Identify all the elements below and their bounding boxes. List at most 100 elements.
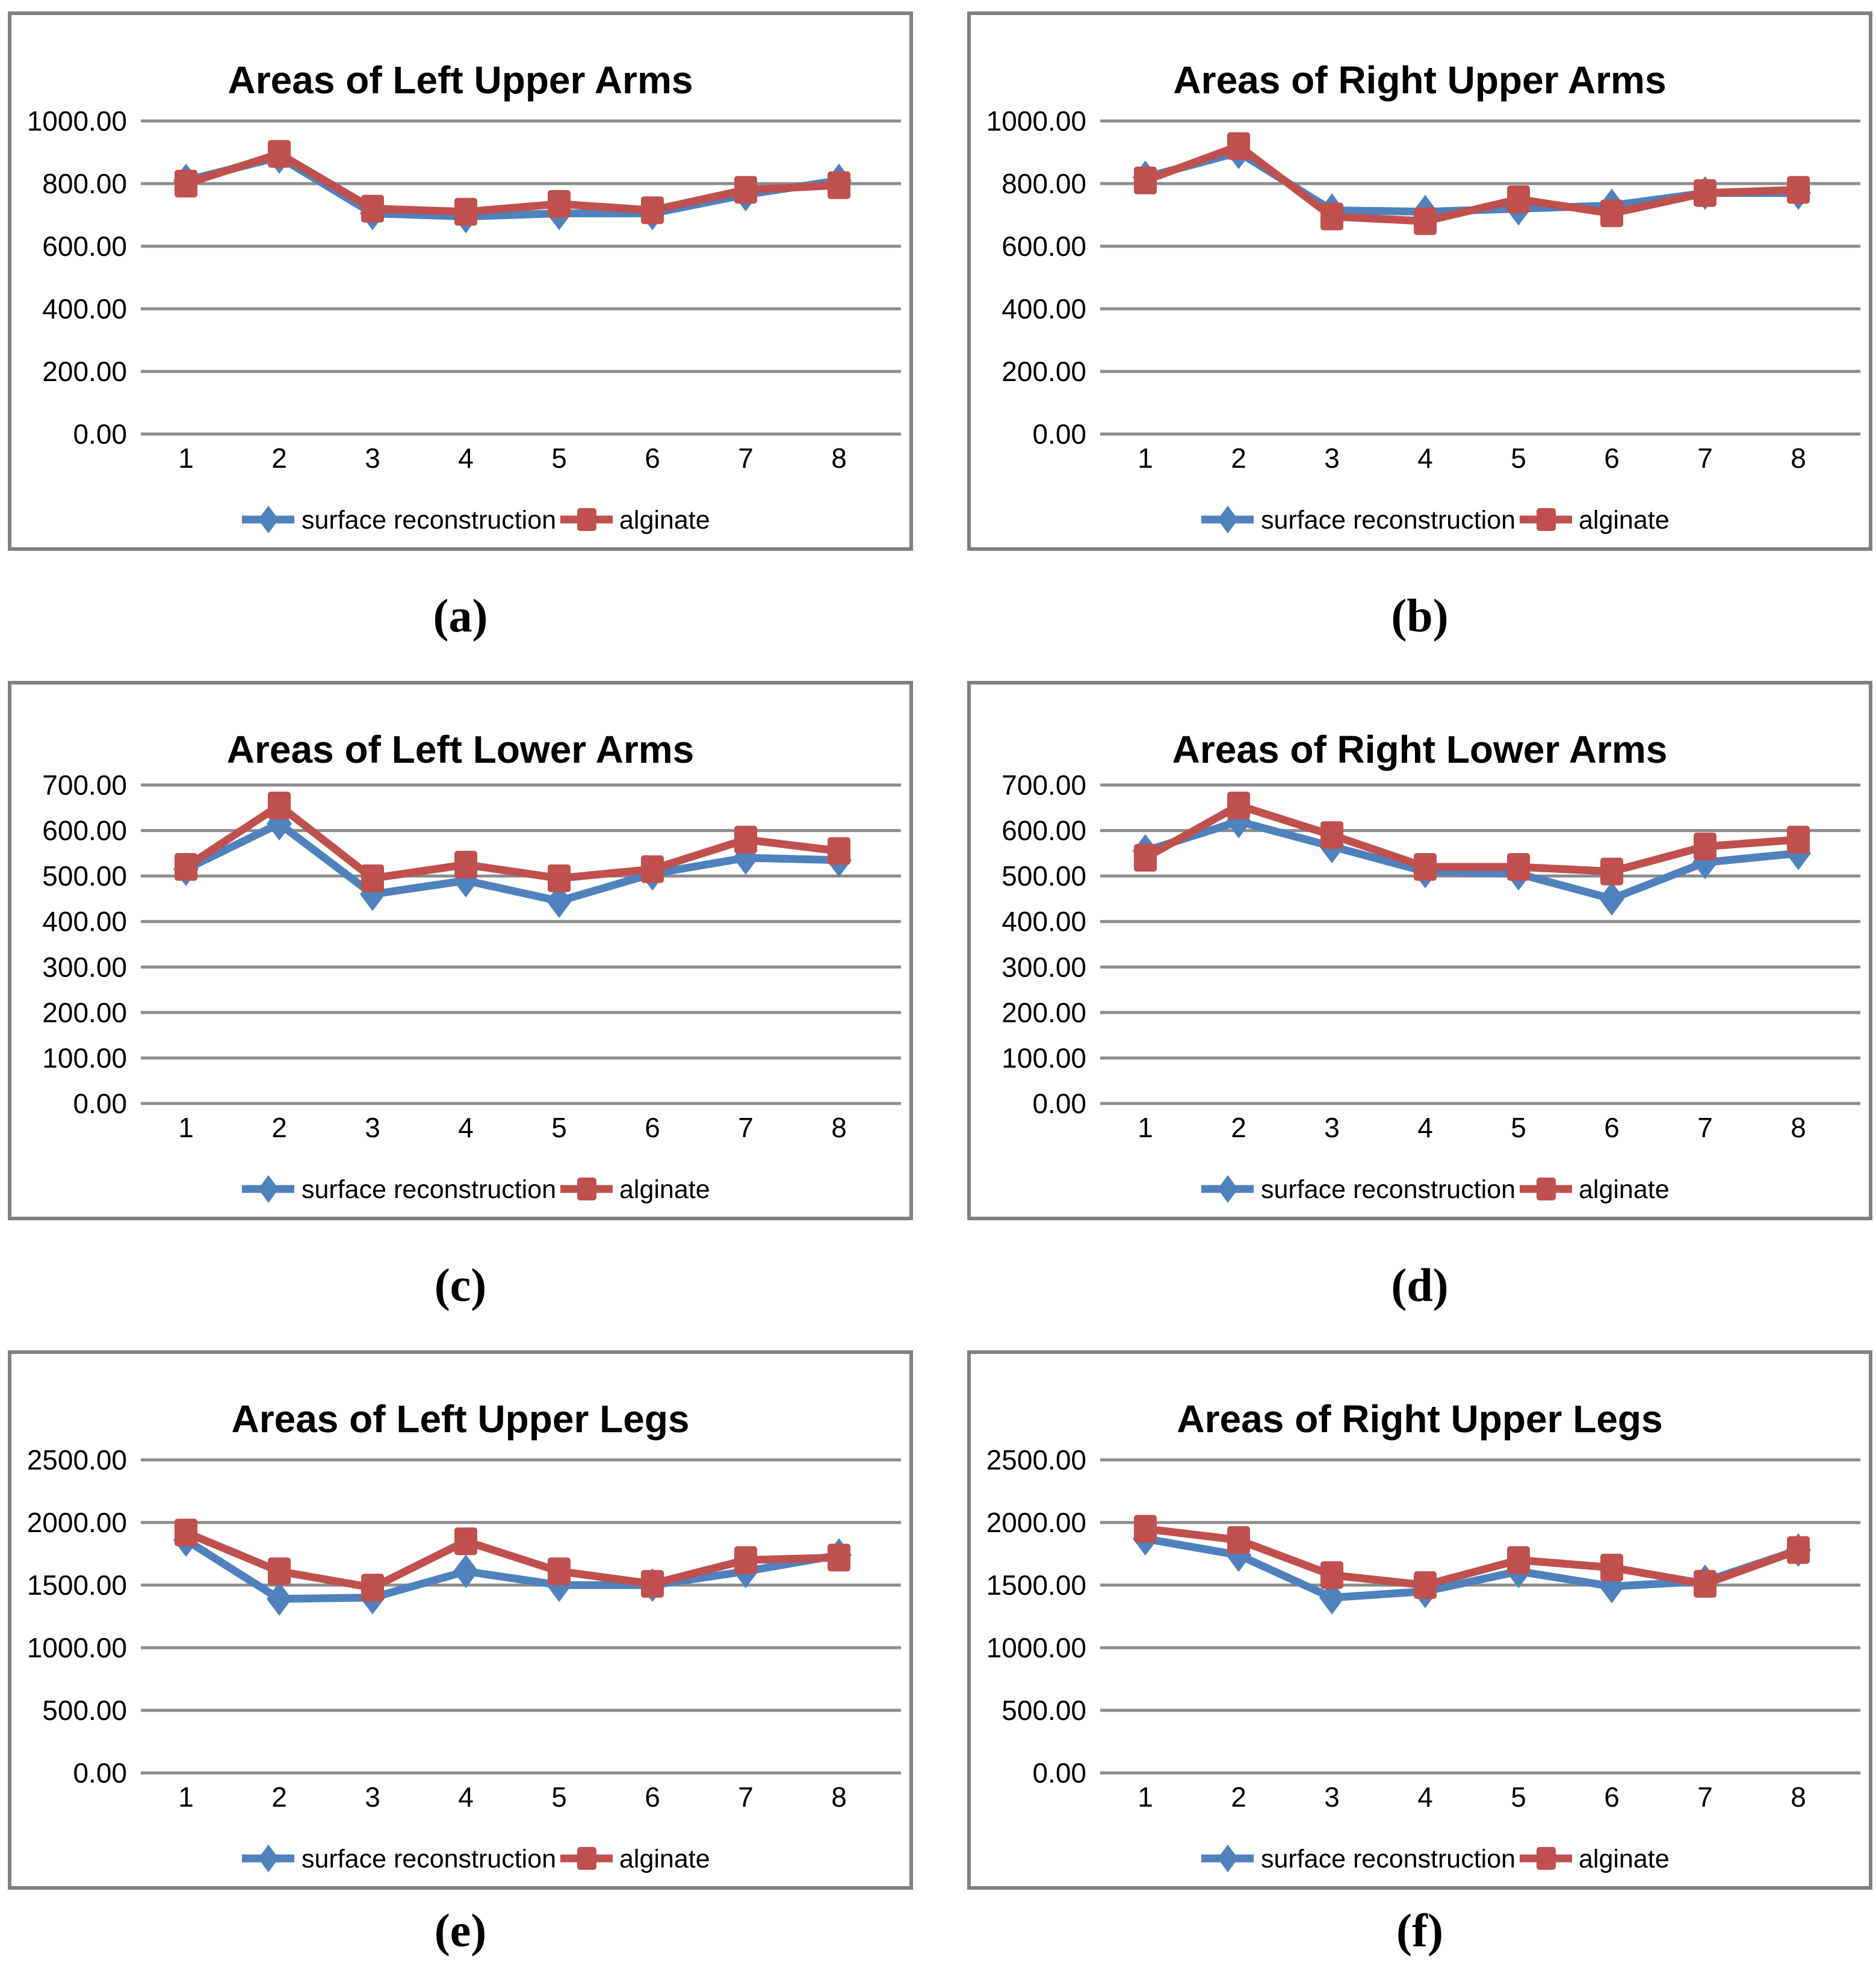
figure-c: Areas of Left Lower Arms 700.00 600.00 500.… bbox=[8, 681, 913, 1350]
series-line-alginate bbox=[182, 150, 843, 216]
legend-diamond-icon bbox=[258, 1175, 279, 1203]
x-tick-label: 3 bbox=[1324, 1112, 1340, 1143]
x-tick-label: 1 bbox=[178, 442, 194, 474]
y-tick-label: 700.00 bbox=[42, 769, 127, 801]
square-marker bbox=[1694, 833, 1717, 861]
x-tick-label: 5 bbox=[551, 442, 567, 474]
square-marker bbox=[361, 864, 384, 892]
legend-square-icon bbox=[577, 1847, 596, 1870]
square-marker bbox=[454, 197, 477, 226]
chart-title: Areas of Left Upper Legs bbox=[231, 1397, 689, 1441]
square-marker bbox=[828, 1544, 850, 1572]
x-tick-label: 3 bbox=[365, 1781, 380, 1813]
square-marker bbox=[1134, 166, 1157, 194]
square-marker bbox=[454, 1527, 477, 1556]
x-tick-label: 7 bbox=[1697, 1112, 1713, 1143]
square-marker bbox=[734, 825, 757, 854]
square-marker bbox=[1320, 821, 1343, 849]
y-tick-label: 600.00 bbox=[42, 231, 127, 262]
y-tick-label: 1000.00 bbox=[27, 1632, 127, 1663]
legend-label-alginate: alginate bbox=[619, 506, 710, 535]
chart-title: Areas of Left Upper Arms bbox=[228, 58, 693, 102]
x-tick-label: 1 bbox=[178, 1781, 194, 1813]
y-tick-label: 600.00 bbox=[1001, 231, 1086, 262]
diamond-marker bbox=[267, 1581, 292, 1616]
chart-title: Areas of Right Upper Arms bbox=[1173, 58, 1666, 102]
chart-title: Areas of Right Upper Legs bbox=[1177, 1397, 1662, 1441]
chart-panel-b: Areas of Right Upper Arms 1000.00 800.00 60… bbox=[967, 11, 1872, 551]
diamond-marker bbox=[1599, 881, 1624, 916]
line-chart-a: Areas of Left Upper Arms 1000.00 800.00 600… bbox=[27, 58, 901, 535]
square-marker bbox=[1507, 1546, 1530, 1574]
x-tick-label: 7 bbox=[738, 442, 754, 474]
legend-label-alginate: alginate bbox=[1579, 506, 1670, 535]
square-marker bbox=[734, 1546, 757, 1574]
square-marker bbox=[175, 170, 197, 197]
square-marker bbox=[361, 1574, 384, 1602]
square-marker bbox=[828, 171, 850, 199]
x-tick-label: 7 bbox=[738, 1781, 754, 1813]
x-tick-label: 4 bbox=[458, 1112, 474, 1143]
square-marker bbox=[175, 853, 197, 881]
y-tick-label: 700.00 bbox=[1001, 769, 1086, 801]
y-tick-label: 1000.00 bbox=[986, 1632, 1086, 1663]
line-chart-d: Areas of Right Lower Arms 700.00 600.00 500… bbox=[1001, 728, 1860, 1204]
square-marker bbox=[828, 837, 850, 865]
square-marker bbox=[454, 851, 477, 879]
x-tick-label: 2 bbox=[1231, 442, 1246, 474]
x-tick-label: 1 bbox=[1138, 442, 1153, 474]
square-marker bbox=[734, 176, 757, 204]
x-tick-label: 2 bbox=[1231, 1781, 1246, 1813]
x-tick-label: 5 bbox=[1511, 1781, 1526, 1813]
x-tick-label: 3 bbox=[1324, 1781, 1340, 1813]
x-tick-label: 1 bbox=[178, 1112, 194, 1143]
x-tick-label: 8 bbox=[831, 442, 847, 474]
legend-square-icon bbox=[1537, 1178, 1556, 1200]
square-marker bbox=[1414, 1571, 1437, 1599]
y-tick-label: 2500.00 bbox=[27, 1444, 127, 1476]
square-marker bbox=[548, 190, 571, 218]
y-tick-label: 400.00 bbox=[42, 906, 127, 937]
chart-caption-d: (d) bbox=[1391, 1259, 1449, 1311]
y-tick-label: 500.00 bbox=[42, 1695, 127, 1726]
figure-d: Areas of Right Lower Arms 700.00 600.00 500… bbox=[967, 681, 1872, 1350]
x-tick-label: 6 bbox=[645, 1112, 660, 1143]
y-tick-label: 1500.00 bbox=[986, 1569, 1086, 1601]
y-tick-label: 0.00 bbox=[1032, 1757, 1086, 1789]
y-tick-label: 300.00 bbox=[42, 951, 127, 982]
figure-f: Areas of Right Upper Legs 2500.00 2000.00 1… bbox=[967, 1350, 1872, 1971]
square-marker bbox=[1787, 1536, 1810, 1564]
x-tick-label: 8 bbox=[1791, 1781, 1806, 1813]
x-tick-label: 3 bbox=[365, 442, 380, 474]
square-marker bbox=[268, 792, 291, 820]
square-marker bbox=[641, 196, 664, 225]
legend-label-surface-reconstruction: surface reconstruction bbox=[1261, 506, 1515, 535]
series-line-alginate bbox=[1141, 1524, 1803, 1589]
x-tick-label: 6 bbox=[645, 442, 660, 474]
chart-caption-f: (f) bbox=[1396, 1904, 1443, 1957]
series-line-surface-reconstruction bbox=[182, 819, 843, 905]
square-marker bbox=[1787, 176, 1810, 204]
square-marker bbox=[641, 1569, 664, 1598]
line-chart-f: Areas of Right Upper Legs2500.002000.001… bbox=[986, 1397, 1860, 1873]
legend-label-surface-reconstruction: surface reconstruction bbox=[302, 1175, 556, 1204]
figure-a: Areas of Left Upper Arms 1000.00 800.00 600… bbox=[8, 11, 913, 681]
diamond-marker bbox=[453, 863, 478, 898]
legend-label-surface-reconstruction: surface reconstruction bbox=[1261, 1175, 1515, 1204]
chart-caption-a: (a) bbox=[433, 589, 488, 642]
legend-label-alginate: alginate bbox=[619, 1845, 710, 1873]
y-tick-label: 800.00 bbox=[42, 168, 127, 199]
legend-square-icon bbox=[1537, 1847, 1556, 1870]
y-tick-label: 2000.00 bbox=[986, 1507, 1086, 1538]
legend-label-surface-reconstruction: surface reconstruction bbox=[1261, 1845, 1515, 1873]
y-tick-label: 600.00 bbox=[42, 815, 127, 846]
figure-b: Areas of Right Upper Arms 1000.00 800.00 60… bbox=[967, 11, 1872, 681]
series-line-alginate bbox=[1141, 801, 1803, 876]
x-tick-label: 8 bbox=[1791, 442, 1806, 474]
series-line-alginate bbox=[182, 1529, 843, 1592]
x-tick-label: 2 bbox=[271, 442, 287, 474]
x-tick-label: 4 bbox=[458, 1781, 474, 1813]
diamond-marker bbox=[1319, 1580, 1345, 1615]
line-chart-e: Areas of Left Upper Legs2500.002000.0015… bbox=[27, 1397, 901, 1873]
square-marker bbox=[1134, 1515, 1157, 1543]
